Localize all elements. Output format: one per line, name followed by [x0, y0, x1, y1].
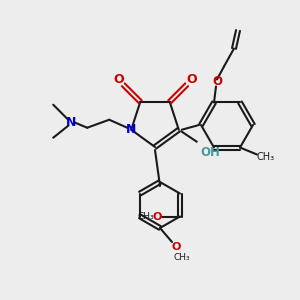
Text: OH: OH: [201, 146, 221, 159]
Text: O: O: [171, 242, 181, 252]
Text: N: N: [66, 116, 76, 129]
Text: O: O: [212, 75, 222, 88]
Text: O: O: [186, 73, 197, 86]
Text: N: N: [126, 123, 136, 136]
Text: CH₃: CH₃: [138, 212, 154, 221]
Text: CH₃: CH₃: [174, 254, 190, 262]
Text: O: O: [152, 212, 162, 221]
Text: CH₃: CH₃: [257, 152, 275, 161]
Text: O: O: [113, 73, 124, 86]
